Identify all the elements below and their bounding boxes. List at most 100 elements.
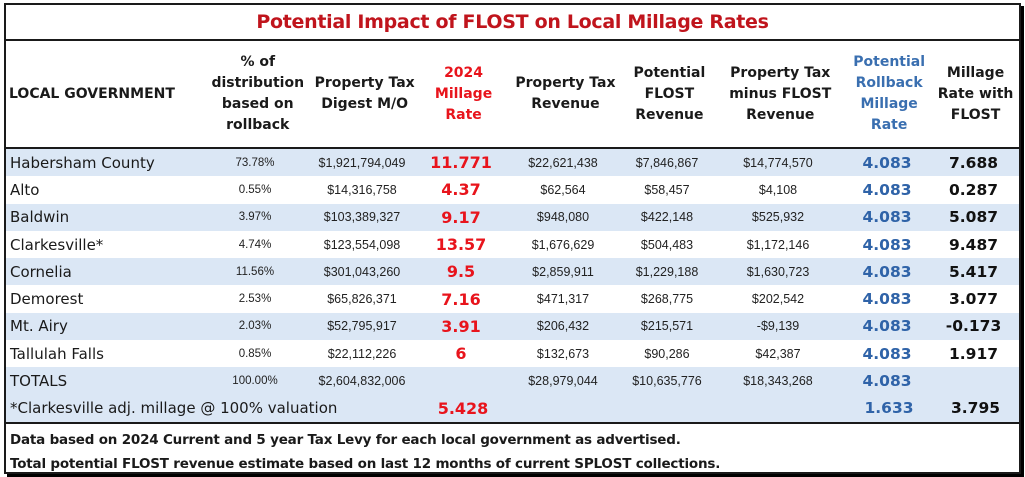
column-header-label: Property Tax Digest M/O (315, 73, 415, 115)
cell-flost-revenue: $422,148 (640, 210, 694, 225)
footnotes: Data based on 2024 Current and 5 year Ta… (6, 424, 1019, 476)
cell-flost-revenue: $7,846,867 (635, 155, 699, 170)
cell-pct-distribution: 73.78% (235, 156, 275, 169)
column-header-pct-distribution: % of distribution based on rollback (207, 41, 309, 147)
cell-government-name: Tallulah Falls (10, 344, 104, 363)
footnote: Total potential FLOST revenue estimate b… (10, 455, 721, 472)
table-row: Habersham County 73.78% $1,921,794,049 11.7… (6, 149, 1019, 177)
totals-row: TOTALS 100.00% $2,604,832,006 $28,979,044 $1… (6, 367, 1019, 395)
cell-pct-distribution: 0.85% (238, 347, 272, 360)
cell-millage-with-flost: 3.077 (948, 290, 999, 309)
cell-digest: $2,604,832,006 (318, 374, 406, 389)
cell-rollback-millage: 4.083 (862, 317, 912, 336)
cell-property-tax-revenue: $948,080 (536, 210, 590, 225)
cell-flost-revenue: $1,229,188 (635, 264, 699, 279)
cell-rollback-millage: 4.083 (862, 235, 912, 254)
cell-property-tax-revenue: $28,979,044 (528, 374, 598, 389)
column-header-label: Potential FLOST Revenue (633, 63, 705, 126)
table-body: Habersham County 73.78% $1,921,794,049 11.7… (6, 149, 1019, 395)
column-header-line: Millage (860, 96, 918, 112)
flost-impact-table: Potential Impact of FLOST on Local Milla… (4, 3, 1021, 474)
adjustment-millage: 5.428 (437, 398, 489, 418)
cell-net-revenue: $1,172,146 (746, 237, 810, 252)
cell-flost-revenue: $58,457 (644, 182, 690, 197)
cell-government-name: Baldwin (10, 208, 70, 227)
table-row: Alto 0.55% $14,316,758 4.37 $62,564 $58,457 $4… (6, 176, 1019, 203)
column-header-line: Rate with (937, 85, 1014, 102)
cell-property-tax-revenue: $2,859,911 (532, 264, 594, 279)
column-header-label: Millage Rate with FLOST (938, 63, 1014, 126)
cell-net-revenue: $42,387 (755, 346, 801, 361)
column-header-potential-rollback-millage: Potential Rollback Millage Rate (846, 41, 932, 147)
table-row: Tallulah Falls 0.85% $22,112,226 6 $132,673 $… (6, 340, 1019, 367)
adjustment-with-flost: 3.795 (950, 399, 1001, 418)
column-header-line: Millage (434, 85, 493, 102)
cell-government-name: Mt. Airy (10, 317, 68, 336)
cell-flost-revenue: $268,775 (640, 292, 694, 307)
column-header-line: Revenue (746, 106, 815, 123)
cell-rollback-millage: 4.083 (862, 372, 912, 391)
cell-property-tax-revenue: $206,432 (536, 319, 590, 334)
cell-flost-revenue: $90,286 (644, 346, 690, 361)
cell-government-name: Habersham County (10, 153, 155, 172)
cell-rollback-millage: 4.083 (862, 180, 912, 199)
column-header-line: rollback (226, 117, 290, 133)
cell-government-name: Demorest (10, 290, 84, 309)
cell-millage-with-flost: -0.173 (945, 317, 1002, 336)
cell-flost-revenue: $10,635,776 (632, 374, 702, 389)
column-header-line: Property Tax (515, 75, 616, 91)
column-header-label: Property Tax Revenue (515, 73, 615, 115)
cell-millage-2024: 3.91 (441, 316, 481, 336)
footnote: Data based on 2024 Current and 5 year Ta… (10, 431, 681, 448)
cell-millage-2024: 13.57 (435, 235, 487, 255)
clarkesville-adjustment-row: *Clarkesville adj. millage @ 100% valuat… (6, 394, 1019, 424)
column-header-label: Potential Rollback Millage Rate (853, 52, 925, 136)
column-header-line: Rollback (855, 75, 923, 91)
cell-millage-2024: 9.5 (446, 262, 476, 282)
header-row: LOCAL GOVERNMENT % of distribution based on… (6, 41, 1019, 149)
cell-net-revenue: -$9,139 (756, 319, 800, 334)
cell-millage-with-flost: 5.417 (948, 262, 999, 281)
cell-pct-distribution: 4.74% (238, 238, 272, 251)
column-header-local-government: LOCAL GOVERNMENT (6, 41, 207, 147)
cell-rollback-millage: 4.083 (862, 262, 912, 281)
column-header-line: Property Tax (730, 64, 831, 81)
column-header-line: FLOST (644, 85, 695, 102)
adjustment-rollback: 1.633 (864, 399, 914, 418)
column-header-line: Revenue (531, 96, 600, 112)
cell-government-name: TOTALS (10, 372, 68, 391)
table-row: Cornelia 11.56% $301,043,260 9.5 $2,859,911 $… (6, 258, 1019, 286)
cell-net-revenue: $1,630,723 (746, 264, 810, 279)
cell-pct-distribution: 11.56% (235, 265, 275, 278)
column-header-line: distribution (211, 75, 305, 91)
table-row: Mt. Airy 2.03% $52,795,917 3.91 $206,432 $215… (6, 312, 1019, 341)
cell-pct-distribution: 2.53% (238, 293, 272, 306)
column-header-label: 2024 Millage Rate (435, 63, 492, 126)
cell-flost-revenue: $215,571 (640, 319, 694, 334)
cell-property-tax-revenue: $471,317 (536, 292, 590, 307)
cell-digest: $14,316,758 (327, 182, 397, 197)
cell-rollback-millage: 4.083 (862, 344, 912, 363)
cell-millage-2024: 6 (455, 344, 467, 364)
cell-millage-with-flost: 5.087 (948, 208, 999, 227)
column-header-line: Rate (445, 106, 482, 123)
cell-net-revenue: $18,343,268 (743, 374, 813, 389)
cell-rollback-millage: 4.083 (862, 208, 912, 227)
cell-net-revenue: $202,542 (751, 292, 805, 307)
cell-digest: $123,554,098 (323, 237, 401, 252)
cell-net-revenue: $4,108 (758, 182, 798, 197)
column-header-label: Property Tax minus FLOST Revenue (729, 63, 831, 126)
column-header-label: % of distribution based on rollback (211, 52, 304, 136)
cell-millage-with-flost: 1.917 (948, 344, 999, 363)
cell-pct-distribution: 100.00% (232, 375, 278, 388)
cell-government-name: Alto (10, 180, 40, 199)
cell-net-revenue: $14,774,570 (743, 155, 813, 170)
cell-digest: $52,795,917 (327, 319, 397, 334)
column-header-line: minus FLOST (729, 85, 832, 102)
column-header-property-tax-revenue: Property Tax Revenue (507, 41, 625, 147)
table-row: Clarkesville* 4.74% $123,554,098 13.57 $1,67… (6, 231, 1019, 258)
cell-pct-distribution: 2.03% (238, 320, 272, 333)
cell-property-tax-revenue: $132,673 (536, 346, 590, 361)
cell-millage-2024: 7.16 (441, 289, 481, 309)
column-header-line: Potential (853, 54, 926, 70)
